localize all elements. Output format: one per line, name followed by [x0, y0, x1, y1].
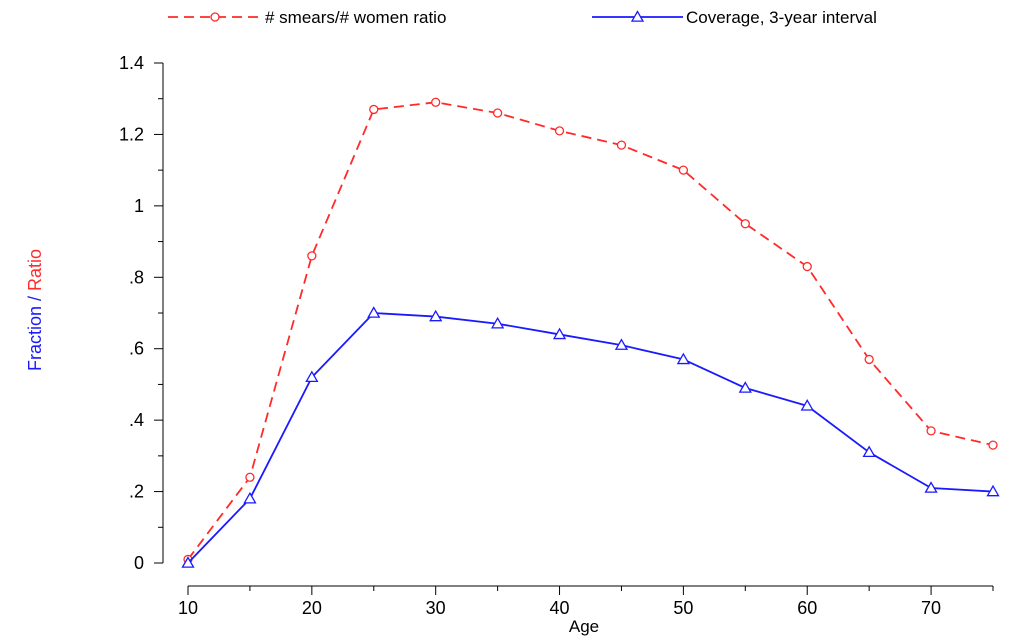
legend-label: # smears/# women ratio [265, 8, 446, 27]
y-axis: 0 .2 .4 .6 .8 1 1.2 1.4 [119, 53, 164, 573]
x-axis-title: Age [569, 617, 599, 636]
y-axis-title-part: / [25, 291, 45, 306]
x-tick-label: 10 [178, 598, 198, 618]
x-tick-label: 70 [921, 598, 941, 618]
data-point [864, 354, 874, 365]
data-point [614, 338, 629, 350]
y-tick-label: 1 [134, 196, 144, 216]
data-point [245, 472, 255, 482]
legend-label: Coverage, 3-year interval [686, 8, 877, 27]
data-point [988, 440, 998, 450]
legend-item: Coverage, 3-year interval [592, 8, 877, 27]
x-axis: 10 20 30 40 50 60 70 [178, 585, 994, 618]
legend-marker [630, 10, 645, 22]
data-point [986, 484, 1000, 497]
data-point [307, 251, 317, 261]
x-tick-label: 60 [797, 598, 817, 618]
y-axis-title: Fraction / Ratio [25, 249, 45, 371]
x-tick-label: 50 [673, 598, 693, 618]
y-axis-title-part: Ratio [25, 249, 45, 291]
data-point [181, 556, 195, 568]
data-point [738, 381, 752, 393]
y-tick-label: .2 [129, 482, 144, 502]
legend-marker [210, 12, 220, 22]
legend-item: # smears/# women ratio [168, 8, 446, 27]
y-tick-label: .8 [129, 267, 144, 287]
legend: # smears/# women ratio Coverage, 3-year i… [168, 8, 877, 27]
y-tick-label: 1.2 [119, 124, 144, 144]
x-tick-label: 30 [426, 598, 446, 618]
x-tick-label: 20 [302, 598, 322, 618]
data-point [800, 399, 814, 411]
data-point [926, 426, 936, 436]
data-point [367, 306, 381, 318]
data-point [429, 309, 443, 322]
data-point [802, 261, 812, 272]
y-tick-label: 0 [134, 553, 144, 573]
data-point [676, 352, 691, 365]
data-point [490, 316, 505, 329]
data-point [305, 370, 319, 383]
data-point [431, 97, 441, 107]
series-line [187, 312, 994, 564]
series-smears-ratio [183, 97, 998, 565]
y-axis-title-part: Fraction [25, 306, 45, 371]
y-tick-label: 1.4 [119, 53, 144, 73]
series-line [187, 101, 994, 560]
data-point [369, 104, 379, 115]
y-tick-label: .6 [129, 339, 144, 359]
data-point [552, 327, 567, 340]
data-point [924, 481, 938, 493]
x-tick-label: 40 [550, 598, 570, 618]
data-point [616, 140, 627, 150]
data-point [243, 491, 257, 504]
data-point [492, 108, 503, 118]
series-coverage [181, 306, 1000, 568]
data-point [554, 126, 565, 136]
data-point [862, 445, 876, 458]
data-point [740, 219, 750, 229]
data-point [678, 165, 689, 175]
plot-area [181, 97, 1000, 568]
y-tick-label: .4 [129, 410, 144, 430]
